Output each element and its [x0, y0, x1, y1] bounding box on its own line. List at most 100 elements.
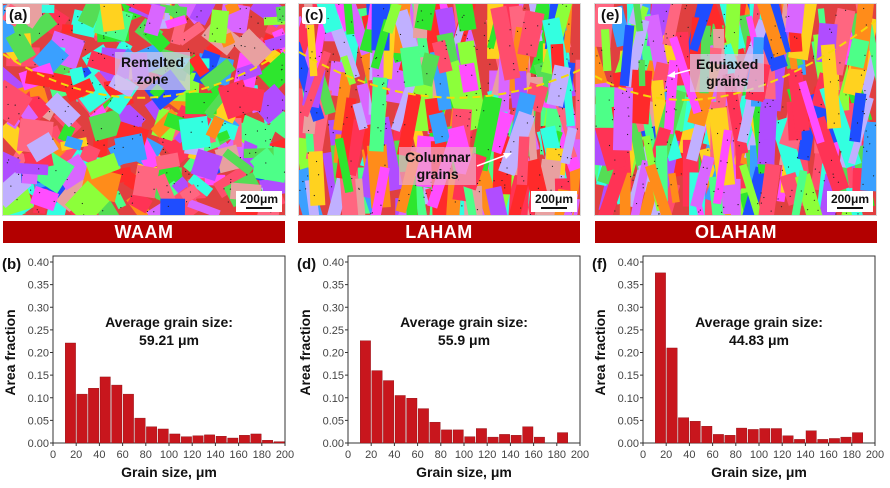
grain-dot [282, 99, 283, 100]
histogram-bar [418, 409, 428, 443]
grain-dot [135, 16, 136, 17]
grain-dot [257, 130, 258, 131]
grain-dot [143, 119, 144, 120]
grain-dot [284, 171, 285, 172]
y-tick-label: 0.00 [323, 438, 344, 450]
grain-dot [138, 172, 139, 173]
grain-dot [243, 112, 244, 113]
grain-dot [30, 190, 31, 191]
histogram-bar [100, 377, 110, 443]
grain-dot [147, 211, 148, 212]
histogram-bar [77, 394, 87, 443]
y-tick-label: 0.15 [28, 370, 49, 382]
histogram-bar [360, 341, 370, 443]
grain-dot [164, 94, 165, 95]
x-tick-label: 120 [773, 449, 791, 461]
grain-dot [282, 110, 283, 111]
grain-dot [237, 77, 238, 78]
grain [133, 118, 142, 127]
x-tick-label: 80 [140, 449, 152, 461]
grain-dot [65, 86, 66, 87]
histogram-bar [465, 437, 475, 443]
x-tick-label: 40 [93, 449, 105, 461]
y-tick-label: 0.10 [618, 393, 639, 405]
grain-dot [246, 174, 247, 175]
grain-dot [166, 172, 167, 173]
x-tick-label: 140 [206, 449, 224, 461]
grain-dot [153, 189, 154, 190]
grain-dot [244, 46, 245, 47]
grain-dot [84, 71, 85, 72]
histogram-bar [430, 422, 440, 443]
y-tick-label: 0.25 [28, 325, 49, 337]
grain-dot [120, 207, 121, 208]
scale-line [246, 207, 272, 209]
histogram-bar [170, 434, 180, 443]
x-tick-label: 100 [160, 449, 178, 461]
grain-dot [126, 46, 127, 47]
grain-dot [128, 16, 129, 17]
grain-dot [256, 78, 257, 79]
grain-dot [104, 6, 105, 7]
histogram-bar [476, 429, 486, 443]
y-tick-label: 0.25 [323, 325, 344, 337]
scale-label: 200μm [831, 192, 869, 206]
grain-dot [132, 203, 133, 204]
arrow-icon [595, 4, 877, 216]
x-tick-label: 40 [683, 449, 695, 461]
y-tick-label: 0.15 [323, 370, 344, 382]
grain-dot [59, 16, 60, 17]
histogram-bar [395, 395, 405, 443]
histogram-bar [228, 438, 238, 443]
grain-dot [265, 18, 266, 19]
grain-dot [246, 8, 247, 9]
grain-dot [241, 45, 242, 46]
grain-dot [54, 201, 55, 202]
grain-dot [68, 106, 69, 107]
x-tick-label: 200 [276, 449, 294, 461]
grain-dot [265, 162, 266, 163]
grain-dot [19, 34, 20, 35]
grain-dot [94, 111, 95, 112]
grain-dot [16, 199, 17, 200]
grain-dot [282, 65, 283, 66]
average-grain-size-value: 44.83 μm [729, 332, 789, 348]
grain-dot [240, 28, 241, 29]
grain [62, 24, 73, 33]
histogram-bar [441, 430, 451, 443]
plot-frame [348, 256, 580, 443]
x-tick-label: 180 [548, 449, 566, 461]
grain-dot [257, 23, 258, 24]
x-tick-label: 180 [843, 449, 861, 461]
grain-dot [87, 143, 88, 144]
histogram-bar [736, 428, 746, 443]
grain-dot [38, 98, 39, 99]
grain-dot [82, 203, 83, 204]
grain-dot [55, 170, 56, 171]
grain-dot [106, 85, 107, 86]
grain-dot [114, 148, 115, 149]
grain-dot [98, 53, 99, 54]
x-tick-label: 140 [501, 449, 519, 461]
grain-dot [149, 23, 150, 24]
grain-dot [103, 38, 104, 39]
grain-dot [228, 57, 229, 58]
histogram-bar [771, 429, 781, 443]
y-tick-label: 0.05 [618, 415, 639, 427]
grain-dot [6, 86, 7, 87]
grain [15, 163, 48, 175]
grain-dot [186, 201, 187, 202]
grain-dot [72, 88, 73, 89]
scale-label: 200μm [535, 192, 573, 206]
grain-dot [223, 188, 224, 189]
histogram-bar [488, 437, 498, 443]
grain-dot [8, 118, 9, 119]
x-tick-label: 120 [183, 449, 201, 461]
grain-dot [165, 152, 166, 153]
average-grain-size-label: Average grain size: [695, 314, 823, 330]
histogram-bar [88, 388, 98, 443]
grain-dot [162, 142, 163, 143]
grain-dot [140, 27, 141, 28]
grain-dot [536, 215, 537, 216]
grain-dot [103, 35, 104, 36]
